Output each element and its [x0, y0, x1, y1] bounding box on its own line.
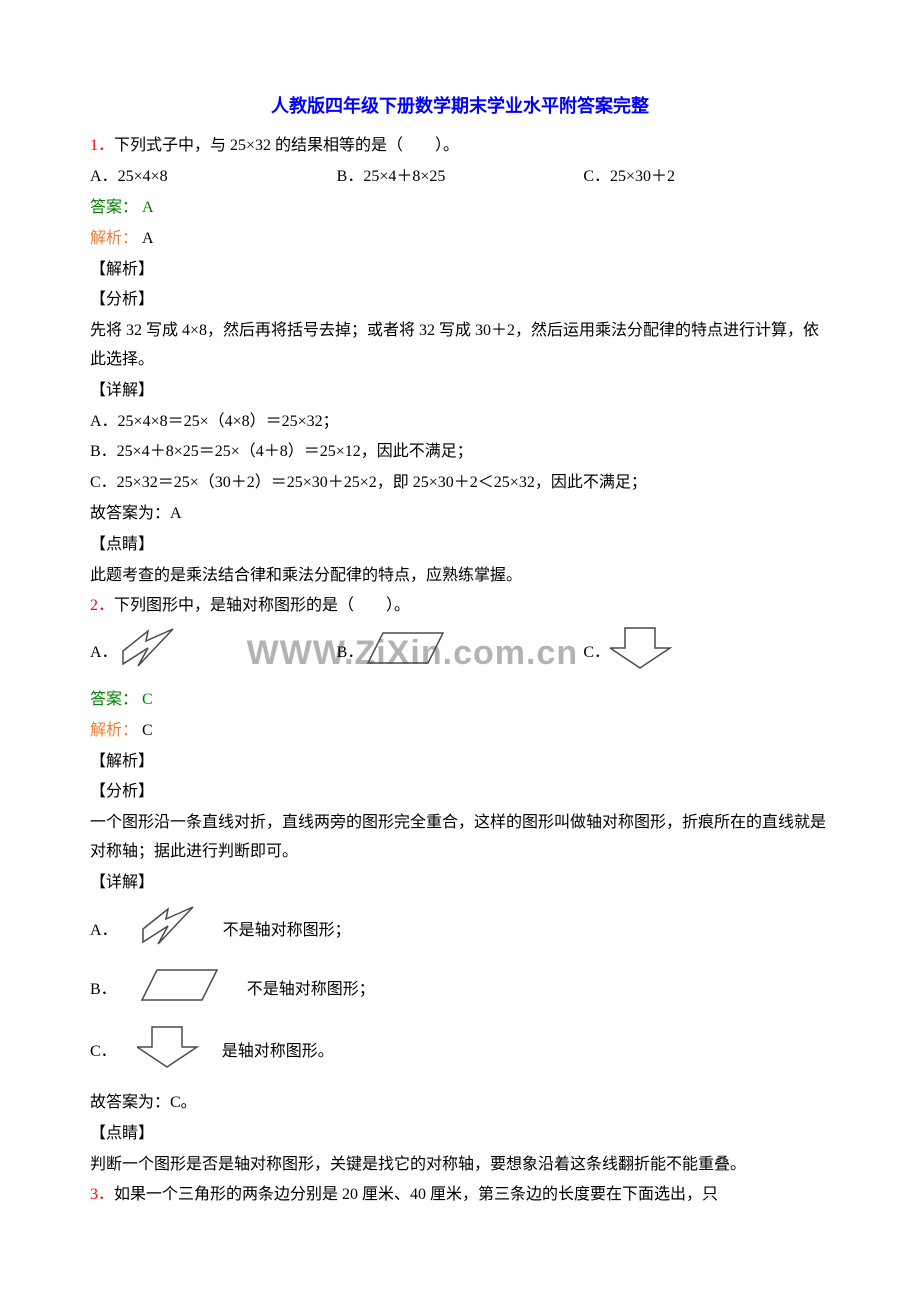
q2-parse: C	[142, 722, 153, 739]
lightning-icon	[118, 626, 183, 682]
q1-dA: A．25×4×8＝25×（4×8）＝25×32；	[90, 408, 830, 437]
parallelogram-icon	[363, 628, 453, 679]
q1-optC-label: C．	[583, 163, 610, 192]
q2-dA-label: A．	[90, 917, 118, 946]
parallelogram-icon-2	[137, 965, 227, 1016]
q1-analysis: 先将 32 写成 4×8，然后再将括号去掉；或者将 32 写成 30＋2，然后运…	[90, 317, 830, 375]
q2-answer-label: 答案：	[90, 691, 138, 708]
q2-h1: 【解析】	[90, 748, 830, 777]
downarrow-icon	[610, 623, 675, 684]
q2-tip: 判断一个图形是否是轴对称图形，关键是找它的对称轴，要想象沿着这条线翻折能不能重叠…	[90, 1151, 830, 1180]
q2-optC: C．	[583, 623, 830, 684]
q1-optB: B． 25×4＋8×25	[337, 163, 584, 192]
q1-answer: A	[142, 199, 154, 216]
q2-analysis: 一个图形沿一条直线对折，直线两旁的图形完全重合，这样的图形叫做轴对称图形，折痕所…	[90, 809, 830, 867]
q1-optC-text: 25×30＋2	[610, 163, 675, 192]
q1-dC: C．25×32＝25×（30＋2）＝25×30＋25×2，即 25×30＋2＜2…	[90, 469, 830, 498]
downarrow-icon-2	[137, 1022, 202, 1083]
q2-number: 2．	[90, 592, 114, 621]
q1-dB: B．25×4＋8×25＝25×（4＋8）＝25×12，因此不满足；	[90, 438, 830, 467]
q1-parse: A	[142, 230, 154, 247]
q2-dC: C． 是轴对称图形。	[90, 1022, 830, 1083]
q1-answer-label: 答案：	[90, 199, 138, 216]
q2-optB: WWW.ZiXin.com.cn B．	[337, 628, 584, 679]
q1-number: 1．	[90, 132, 114, 161]
q2-dB-label: B．	[90, 976, 117, 1005]
q2-parse-row: 解析： C	[90, 717, 830, 746]
q1-h2: 【分析】	[90, 286, 830, 315]
q1-optC: C． 25×30＋2	[583, 163, 830, 192]
q1-h1: 【解析】	[90, 256, 830, 285]
q3-number: 3．	[90, 1181, 114, 1210]
q1-concl: 故答案为：A	[90, 500, 830, 529]
q3-text: 如果一个三角形的两条边分别是 20 厘米、40 厘米，第三条边的长度要在下面选出…	[114, 1181, 718, 1210]
q1-h4: 【点睛】	[90, 531, 830, 560]
q1-answer-row: 答案： A	[90, 194, 830, 223]
q1-optA: A． 25×4×8	[90, 163, 337, 192]
q1-optA-label: A．	[90, 163, 118, 192]
q2-parse-label: 解析：	[90, 722, 138, 739]
q2-h2: 【分析】	[90, 778, 830, 807]
q2-text: 下列图形中，是轴对称图形的是（ ）。	[114, 592, 410, 621]
q1-options: A． 25×4×8 B． 25×4＋8×25 C． 25×30＋2	[90, 163, 830, 192]
q1-text: 下列式子中，与 25×32 的结果相等的是（ ）。	[114, 132, 459, 161]
q2-dB-text: 不是轴对称图形；	[247, 976, 375, 1005]
q1-optB-label: B．	[337, 163, 364, 192]
q2-dB: B． 不是轴对称图形；	[90, 965, 830, 1016]
q1-stem: 1． 下列式子中，与 25×32 的结果相等的是（ ）。	[90, 132, 830, 161]
q1-optA-text: 25×4×8	[118, 163, 168, 192]
q2-answer: C	[142, 691, 153, 708]
q2-stem: 2． 下列图形中，是轴对称图形的是（ ）。	[90, 592, 830, 621]
q2-optB-label: B．	[337, 639, 364, 668]
q2-dA-text: 不是轴对称图形；	[223, 917, 351, 946]
q1-parse-label: 解析：	[90, 230, 138, 247]
page-title: 人教版四年级下册数学期末学业水平附答案完整	[90, 90, 830, 122]
q2-dC-text: 是轴对称图形。	[222, 1038, 334, 1067]
q2-optC-label: C．	[583, 639, 610, 668]
q2-optA-label: A．	[90, 639, 118, 668]
q1-parse-row: 解析： A	[90, 225, 830, 254]
q1-tip: 此题考查的是乘法结合律和乘法分配律的特点，应熟练掌握。	[90, 562, 830, 591]
q3-stem: 3． 如果一个三角形的两条边分别是 20 厘米、40 厘米，第三条边的长度要在下…	[90, 1181, 830, 1210]
q2-dA: A． 不是轴对称图形；	[90, 904, 830, 960]
q2-h4: 【点睛】	[90, 1120, 830, 1149]
q1-h3: 【详解】	[90, 377, 830, 406]
q2-answer-row: 答案： C	[90, 686, 830, 715]
q2-h3: 【详解】	[90, 869, 830, 898]
q2-dC-label: C．	[90, 1038, 117, 1067]
q2-concl: 故答案为：C。	[90, 1089, 830, 1118]
q2-options: A． WWW.ZiXin.com.cn B． C．	[90, 623, 830, 684]
lightning-icon-2	[138, 904, 203, 960]
q1-optB-text: 25×4＋8×25	[363, 163, 445, 192]
